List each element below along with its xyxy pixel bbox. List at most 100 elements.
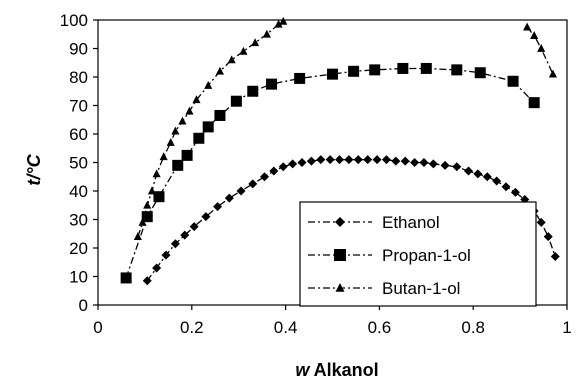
- data-point-diamond: [452, 162, 462, 172]
- data-point-triangle: [251, 38, 260, 47]
- legend-entry: Butan-1-ol: [308, 279, 460, 298]
- y-tick-label: 0: [79, 296, 88, 315]
- data-point-square: [230, 95, 242, 107]
- data-point-diamond: [213, 202, 223, 212]
- y-tick-label: 50: [69, 154, 88, 173]
- x-tick-label: 1: [562, 318, 571, 337]
- data-point-triangle: [274, 19, 283, 28]
- y-axis-label: t/°C: [24, 153, 44, 185]
- data-point-square: [348, 65, 360, 77]
- data-point-diamond: [510, 187, 520, 197]
- legend-entry: Propan-1-ol: [308, 246, 471, 265]
- data-point-diamond: [482, 172, 492, 182]
- x-tick-label: 0.6: [368, 318, 392, 337]
- data-point-square: [181, 149, 193, 161]
- y-tick-label: 10: [69, 268, 88, 287]
- data-point-triangle: [537, 44, 546, 52]
- data-point-square: [266, 78, 278, 90]
- data-point-square: [327, 68, 338, 80]
- data-point-triangle: [171, 126, 180, 135]
- x-axis-label: w Alkanol: [295, 360, 378, 380]
- data-point-triangle: [143, 200, 152, 209]
- data-point-diamond: [236, 186, 246, 196]
- legend-label: Ethanol: [382, 213, 440, 232]
- data-point-triangle: [215, 66, 224, 75]
- data-point-triangle: [178, 116, 187, 125]
- data-point-square: [420, 62, 432, 74]
- y-tick-label: 70: [69, 97, 88, 116]
- y-tick-label: 60: [69, 125, 88, 144]
- y-tick-label: 40: [69, 182, 88, 201]
- data-point-triangle: [185, 106, 194, 115]
- series-triangle: [133, 16, 557, 240]
- data-point-square: [193, 132, 205, 144]
- x-axis-ticks: 0 0.2 0.4 0.6 0.8 1: [93, 305, 572, 337]
- x-tick-label: 0.4: [274, 318, 298, 337]
- data-point-square: [294, 72, 306, 84]
- data-point-triangle: [204, 81, 213, 89]
- data-point-square: [528, 97, 540, 109]
- x-tick-label: 0: [93, 318, 102, 337]
- data-point-square: [507, 75, 519, 87]
- data-point-triangle: [166, 138, 175, 146]
- data-point-square: [247, 85, 259, 97]
- y-axis-ticks: 0 10 20 30 40 50 60 70 80 90 100: [60, 11, 98, 315]
- data-point-triangle: [239, 46, 248, 55]
- data-point-diamond: [400, 156, 410, 166]
- x-axis-label-variable: w: [295, 360, 310, 380]
- y-tick-label: 20: [69, 239, 88, 258]
- legend: Ethanol Propan-1-ol Butan-1-ol: [299, 201, 537, 307]
- data-point-diamond: [325, 155, 335, 165]
- data-point-diamond: [464, 166, 474, 176]
- data-point-square: [369, 64, 381, 76]
- data-point-diamond: [550, 252, 560, 262]
- data-point-square: [214, 109, 226, 121]
- data-point-triangle: [147, 186, 156, 195]
- data-point-diamond: [335, 155, 345, 165]
- data-point-triangle: [335, 283, 345, 292]
- series-layer: [120, 16, 560, 286]
- data-point-diamond: [170, 239, 180, 249]
- data-point-diamond: [316, 155, 326, 165]
- data-point-diamond: [419, 158, 429, 167]
- legend-label: Butan-1-ol: [382, 279, 460, 298]
- data-point-diamond: [353, 155, 363, 165]
- data-point-diamond: [440, 160, 450, 170]
- data-point-diamond: [492, 176, 502, 186]
- x-axis-label-text: Alkanol: [309, 360, 378, 380]
- data-point-diamond: [543, 232, 553, 242]
- data-point-diamond: [180, 230, 190, 240]
- data-point-triangle: [279, 16, 288, 25]
- x-tick-label: 0.8: [461, 318, 485, 337]
- data-point-diamond: [288, 159, 298, 169]
- data-point-diamond: [536, 217, 546, 227]
- data-point-diamond: [259, 172, 269, 182]
- data-point-diamond: [306, 156, 316, 166]
- data-point-triangle: [523, 22, 532, 31]
- data-point-diamond: [391, 156, 401, 166]
- data-point-triangle: [548, 69, 557, 78]
- data-point-diamond: [410, 158, 420, 167]
- data-point-triangle: [227, 55, 236, 64]
- data-point-triangle: [530, 31, 539, 40]
- data-point-diamond: [363, 155, 373, 165]
- data-point-diamond: [152, 263, 162, 273]
- data-point-diamond: [335, 217, 345, 227]
- data-point-triangle: [133, 232, 142, 240]
- data-point-diamond: [248, 179, 258, 189]
- data-point-diamond: [428, 159, 438, 169]
- data-point-diamond: [372, 155, 382, 165]
- legend-entry: Ethanol: [308, 213, 440, 232]
- data-point-square: [334, 249, 346, 261]
- data-point-diamond: [297, 158, 307, 167]
- data-point-square: [120, 272, 132, 284]
- data-point-square: [474, 67, 486, 79]
- data-point-square: [202, 121, 214, 133]
- y-tick-label: 30: [69, 211, 88, 230]
- y-tick-label: 80: [69, 68, 88, 87]
- data-point-triangle: [192, 95, 201, 104]
- data-point-triangle: [262, 29, 271, 38]
- data-point-diamond: [201, 212, 211, 222]
- data-point-triangle: [159, 152, 168, 161]
- data-point-triangle: [152, 169, 161, 178]
